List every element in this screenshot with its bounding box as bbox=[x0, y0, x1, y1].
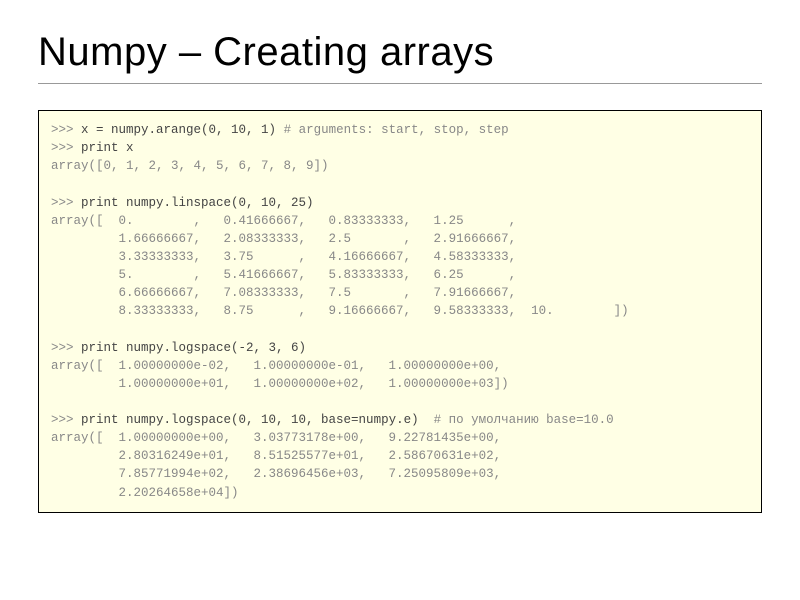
title-underline bbox=[38, 83, 762, 84]
slide-container: Numpy – Creating arrays >>> x = numpy.ar… bbox=[0, 0, 800, 600]
code-block: >>> x = numpy.arange(0, 10, 1) # argumen… bbox=[38, 110, 762, 513]
slide-title: Numpy – Creating arrays bbox=[38, 30, 762, 75]
